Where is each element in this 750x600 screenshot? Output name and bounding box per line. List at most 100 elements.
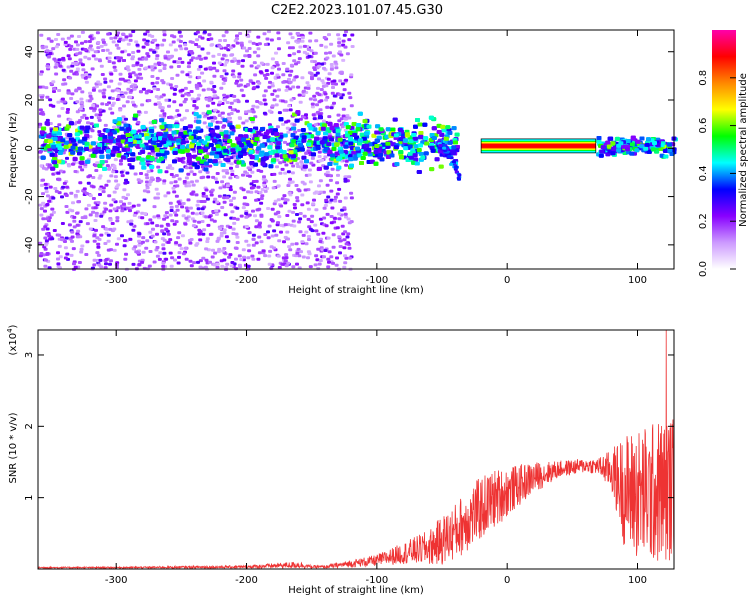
spectrogram-cell (203, 67, 208, 71)
spectrogram-cell (347, 221, 352, 225)
spectrogram-cell (180, 60, 185, 64)
spectrogram-cell (215, 172, 220, 175)
spectrogram-cell (298, 100, 303, 104)
spectrogram-cell (154, 248, 159, 252)
spectrogram-cell (80, 115, 85, 119)
spectrogram-cell (176, 65, 181, 68)
spectrogram-cell (276, 211, 281, 215)
spectrogram-cell (255, 85, 260, 89)
spectrogram-cell (61, 56, 66, 60)
spectrogram-cell (272, 98, 277, 102)
spectrogram-cell (317, 184, 321, 188)
spectrogram-cell (342, 33, 347, 37)
spectrogram-cell (204, 188, 209, 192)
spectrogram-cell (80, 41, 84, 45)
spectrogram-cell (127, 163, 132, 167)
spectrogram-cell (173, 210, 177, 214)
spectrogram-cell (334, 151, 340, 156)
spectrogram-cell (150, 75, 155, 78)
spectrogram-cell (164, 257, 169, 261)
spectrogram-cell (390, 127, 396, 132)
spectrogram-cell (625, 139, 631, 143)
spectrogram-cell (98, 59, 102, 63)
spectrogram-cell (143, 212, 148, 216)
spectrogram-cell (222, 200, 227, 204)
spectrogram-cell (110, 97, 115, 100)
spectrogram-cell (152, 260, 157, 264)
spectrogram-cell (237, 263, 242, 267)
spectrogram-cell (120, 234, 124, 238)
spectrogram-cell (183, 246, 188, 250)
spectrogram-cell (195, 156, 201, 161)
spectrogram-cell (277, 215, 282, 219)
spectrogram-cell (57, 114, 62, 118)
spectrogram-cell (256, 130, 262, 135)
spectrogram-cell (306, 217, 311, 221)
spectrogram-cell (285, 214, 290, 217)
spectrogram-cell (220, 180, 225, 184)
spectrogram-cell (327, 250, 332, 254)
spectrogram-cell (209, 37, 214, 41)
spectrogram-cell (194, 43, 199, 46)
spectrogram-cell (242, 46, 247, 50)
spectrogram-cell (265, 129, 271, 134)
spectrogram-cell (313, 223, 318, 227)
spectrogram-cell (221, 125, 226, 129)
spectrogram-cell (243, 134, 249, 139)
spectrogram-cell (174, 241, 179, 245)
spectrogram-cell (298, 230, 303, 234)
spectrogram-cell (104, 207, 109, 211)
spectrogram-cell (185, 166, 189, 170)
spectrogram-cell (189, 264, 194, 268)
spectrogram-cell (178, 132, 184, 136)
spectrogram-cell (324, 198, 329, 202)
spectrogram-cell (336, 165, 342, 170)
spectrogram-cell (218, 227, 223, 231)
spectrogram-cell (45, 203, 50, 206)
spectrogram-cell (172, 222, 177, 226)
spectrogram-cell (254, 241, 259, 245)
spectrogram-cell (329, 63, 334, 66)
spectrogram-cell (282, 240, 286, 244)
spectrogram-cell (202, 121, 207, 125)
spectrogram-cell (286, 130, 291, 134)
spectrogram-cell (125, 65, 130, 69)
spectrogram-cell (166, 232, 171, 236)
spectrogram-cell (235, 34, 239, 38)
spectrogram-cell (169, 86, 174, 90)
spectrogram-cell (304, 242, 309, 246)
spectrogram-cell (222, 247, 227, 250)
spectrogram-cell (111, 40, 116, 44)
spectrogram-cell (62, 181, 67, 185)
spectrogram-cell (235, 136, 241, 141)
spectrogram-cell (646, 149, 652, 154)
spectrogram-cell (244, 110, 248, 114)
spectrogram-cell (238, 32, 243, 35)
spectrogram-cell (117, 82, 122, 86)
spectrogram-cell (139, 172, 143, 175)
spectrogram-cell (285, 85, 290, 89)
spectrogram-cell (257, 235, 262, 239)
spectrogram-cell (213, 197, 218, 201)
spectrogram-cell (276, 31, 281, 35)
spectrogram-cell (635, 139, 641, 144)
spectrogram-cell (116, 31, 121, 35)
figure-title: C2E2.2023.101.07.45.G30 (271, 3, 443, 18)
spectrogram-cell (454, 132, 460, 137)
spectrogram-cell (188, 206, 193, 210)
spectrogram-cell (127, 80, 132, 84)
spectrogram-cell (307, 225, 312, 229)
spectrogram-cell (167, 164, 172, 168)
spectrogram-cell (162, 67, 167, 70)
spectrogram-cell (195, 242, 200, 246)
spectrogram-cell (235, 109, 240, 113)
spectrogram-cell (63, 256, 68, 260)
spectrogram-cell (227, 145, 232, 149)
spectrogram-cell (451, 126, 457, 131)
spectrogram-cell (313, 263, 318, 267)
spectrogram-cell (233, 246, 238, 250)
spectrogram-cell (254, 198, 259, 202)
spectrogram-cell (441, 128, 447, 133)
spectrogram-cell (80, 168, 85, 172)
